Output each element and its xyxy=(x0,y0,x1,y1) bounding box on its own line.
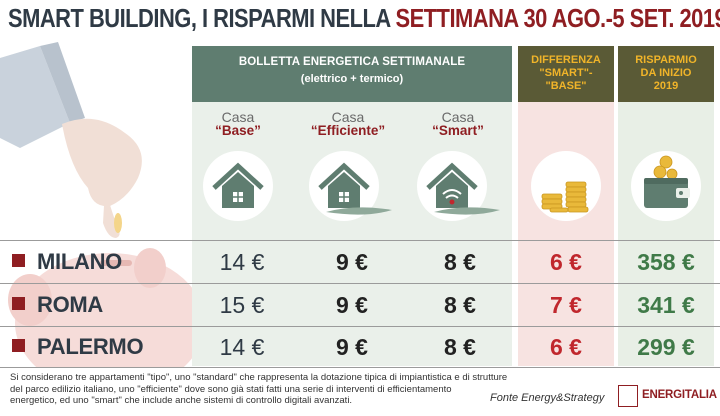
city-name: PALERMO xyxy=(37,334,144,359)
row-divider xyxy=(0,283,720,284)
header-bolletta-subtitle: (elettrico + termico) xyxy=(300,73,404,85)
house-efficient-icon xyxy=(309,151,392,221)
header-risparmio-line3: 2019 xyxy=(653,80,679,92)
value-differenza: 6 € xyxy=(550,334,582,360)
row-divider xyxy=(0,367,720,368)
energitalia-logo: ENERGITALIA xyxy=(618,384,717,410)
header-risparmio-line1: RISPARMIO xyxy=(635,54,697,66)
header-differenza-line2: "SMART"- xyxy=(539,67,593,79)
value-risparmio: 341 € xyxy=(637,292,695,318)
value-differenza: 6 € xyxy=(550,249,582,275)
wallet-coin-icon xyxy=(631,151,701,221)
footnote: Si considerano tre appartamenti "tipo", … xyxy=(10,372,560,407)
title-part2: SETTIMANA 30 AGO.-5 SET. 2019 xyxy=(395,5,720,33)
value-smart: 8 € xyxy=(444,292,476,318)
piggy-bank-illustration xyxy=(0,42,200,368)
header-risparmio-line2: DA INIZIO xyxy=(640,67,692,79)
source-credit: Fonte Energy&Strategy xyxy=(490,392,605,404)
differenza-panel xyxy=(518,102,614,366)
coins-stack-icon xyxy=(531,151,601,221)
header-differenza-line3: "BASE" xyxy=(545,80,587,92)
city-milano: MILANO xyxy=(12,241,122,283)
city-palermo: PALERMO xyxy=(12,326,144,368)
casa-base-type: “Base” xyxy=(215,123,261,138)
bullet-square-icon xyxy=(12,297,25,310)
city-roma: ROMA xyxy=(12,284,103,326)
value-smart: 8 € xyxy=(444,334,476,360)
casa-base-label: Casa “Base” xyxy=(188,110,288,138)
value-efficiente: 9 € xyxy=(336,249,368,275)
value-base: 14 € xyxy=(219,249,265,275)
value-risparmio: 358 € xyxy=(637,249,695,275)
row-divider xyxy=(0,240,720,241)
casa-efficiente-type: “Efficiente” xyxy=(310,123,386,138)
value-efficiente: 9 € xyxy=(336,334,368,360)
risparmio-panel xyxy=(618,102,714,366)
casa-smart-type: “Smart” xyxy=(432,123,484,138)
value-differenza: 7 € xyxy=(550,292,582,318)
city-name: ROMA xyxy=(37,292,104,317)
city-name: MILANO xyxy=(37,249,122,274)
casa-base-word: Casa xyxy=(221,109,255,125)
page-title: SMART BUILDING, I RISPARMI NELLA SETTIMA… xyxy=(8,2,720,36)
logo-text: ENERGITALIA xyxy=(642,389,717,401)
bullet-square-icon xyxy=(12,339,25,352)
value-base: 15 € xyxy=(219,292,265,318)
casa-smart-label: Casa “Smart” xyxy=(408,110,508,138)
value-risparmio: 299 € xyxy=(637,334,695,360)
header-bolletta: BOLLETTA ENERGETICA SETTIMANALE (elettri… xyxy=(192,46,512,102)
value-smart: 8 € xyxy=(444,249,476,275)
header-differenza-line1: DIFFERENZA xyxy=(531,54,601,66)
row-divider xyxy=(0,326,720,327)
logo-mark-icon xyxy=(618,385,638,407)
footnote-line: del parco edilizio italiano, uno "effici… xyxy=(10,383,452,395)
house-base-icon xyxy=(203,151,273,221)
footnote-line: Si considerano tre appartamenti "tipo", … xyxy=(10,372,508,383)
value-base: 14 € xyxy=(219,334,265,360)
casa-efficiente-word: Casa xyxy=(331,109,365,125)
casa-efficiente-label: Casa “Efficiente” xyxy=(298,110,398,138)
header-bolletta-title: BOLLETTA ENERGETICA SETTIMANALE xyxy=(238,56,466,68)
casa-smart-word: Casa xyxy=(441,109,475,125)
header-differenza: DIFFERENZA "SMART"- "BASE" xyxy=(518,46,614,102)
title-part1: SMART BUILDING, I RISPARMI NELLA xyxy=(8,5,396,33)
house-smart-icon xyxy=(417,151,500,221)
header-risparmio: RISPARMIO DA INIZIO 2019 xyxy=(618,46,714,102)
footnote-line: energetico, ed uno "smart" che include a… xyxy=(10,395,353,406)
bolletta-panel xyxy=(192,102,512,366)
value-efficiente: 9 € xyxy=(336,292,368,318)
bullet-square-icon xyxy=(12,254,25,267)
